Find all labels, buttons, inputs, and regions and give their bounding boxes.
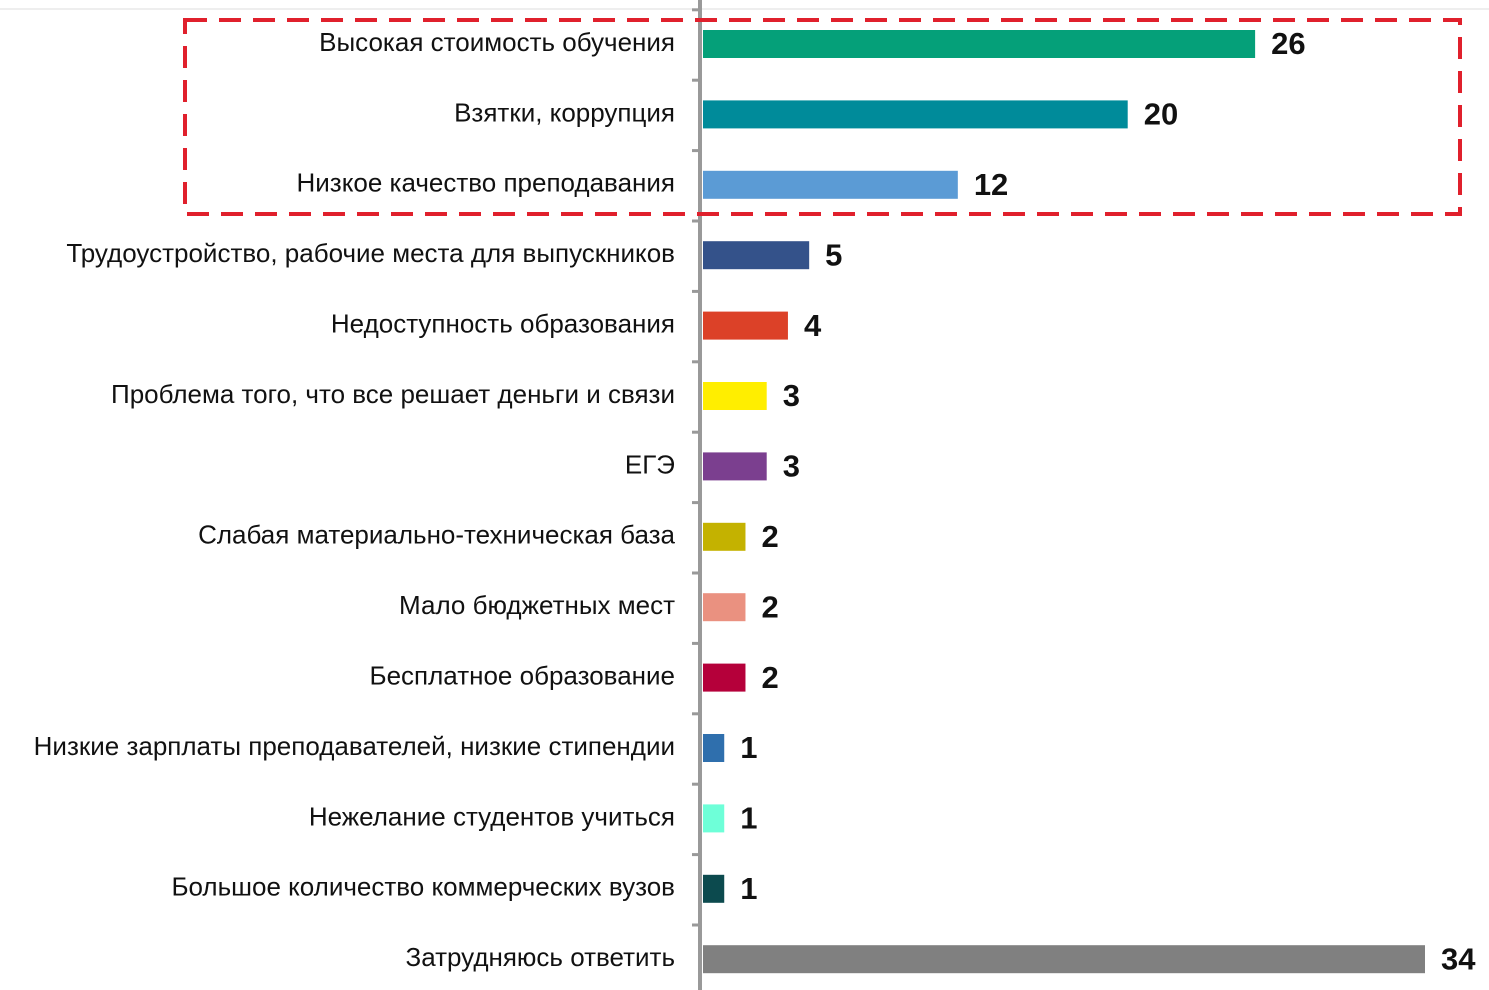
- value-label: 2: [761, 660, 778, 695]
- bar: [703, 874, 725, 903]
- category-label: Проблема того, что все решает деньги и с…: [111, 379, 675, 409]
- value-label: 26: [1271, 26, 1305, 61]
- bar: [703, 311, 788, 340]
- value-label: 2: [761, 519, 778, 554]
- category-label: Высокая стоимость обучения: [319, 27, 675, 57]
- bar: [703, 452, 767, 481]
- category-label: Трудоустройство, рабочие места для выпус…: [66, 238, 675, 268]
- value-label: 5: [825, 237, 842, 272]
- bar: [703, 30, 1256, 58]
- category-label: Низкое качество преподавания: [296, 168, 675, 198]
- value-label: 3: [783, 449, 800, 484]
- bar: [703, 241, 810, 270]
- value-label: 3: [783, 378, 800, 413]
- category-label: ЕГЭ: [625, 449, 675, 479]
- value-label: 20: [1144, 97, 1178, 132]
- value-label: 34: [1441, 941, 1476, 976]
- value-label: 2: [761, 589, 778, 624]
- category-label: Низкие зарплаты преподавателей, низкие с…: [34, 731, 675, 761]
- category-label: Слабая материально-техническая база: [198, 520, 675, 550]
- value-label: 1: [740, 730, 757, 765]
- value-label: 12: [974, 167, 1008, 202]
- bar: [703, 734, 725, 762]
- bar: [703, 804, 725, 833]
- category-label: Большое количество коммерческих вузов: [171, 872, 675, 902]
- bar: [703, 945, 1425, 974]
- value-label: 1: [740, 871, 757, 906]
- highlight-box: [183, 18, 1462, 216]
- bar: [703, 593, 746, 622]
- category-label: Нежелание студентов учиться: [309, 801, 675, 831]
- category-label: Недоступность образования: [331, 308, 675, 338]
- category-label: Мало бюджетных мест: [399, 590, 675, 620]
- value-label: 1: [740, 801, 757, 836]
- bar: [703, 170, 958, 199]
- value-label: 4: [804, 308, 822, 343]
- bar: [703, 663, 746, 692]
- bar: [703, 382, 767, 410]
- category-label: Затрудняюсь ответить: [406, 942, 675, 972]
- bar: [703, 100, 1128, 129]
- category-label: Бесплатное образование: [370, 660, 675, 690]
- bar: [703, 522, 746, 551]
- category-label: Взятки, коррупция: [454, 97, 675, 127]
